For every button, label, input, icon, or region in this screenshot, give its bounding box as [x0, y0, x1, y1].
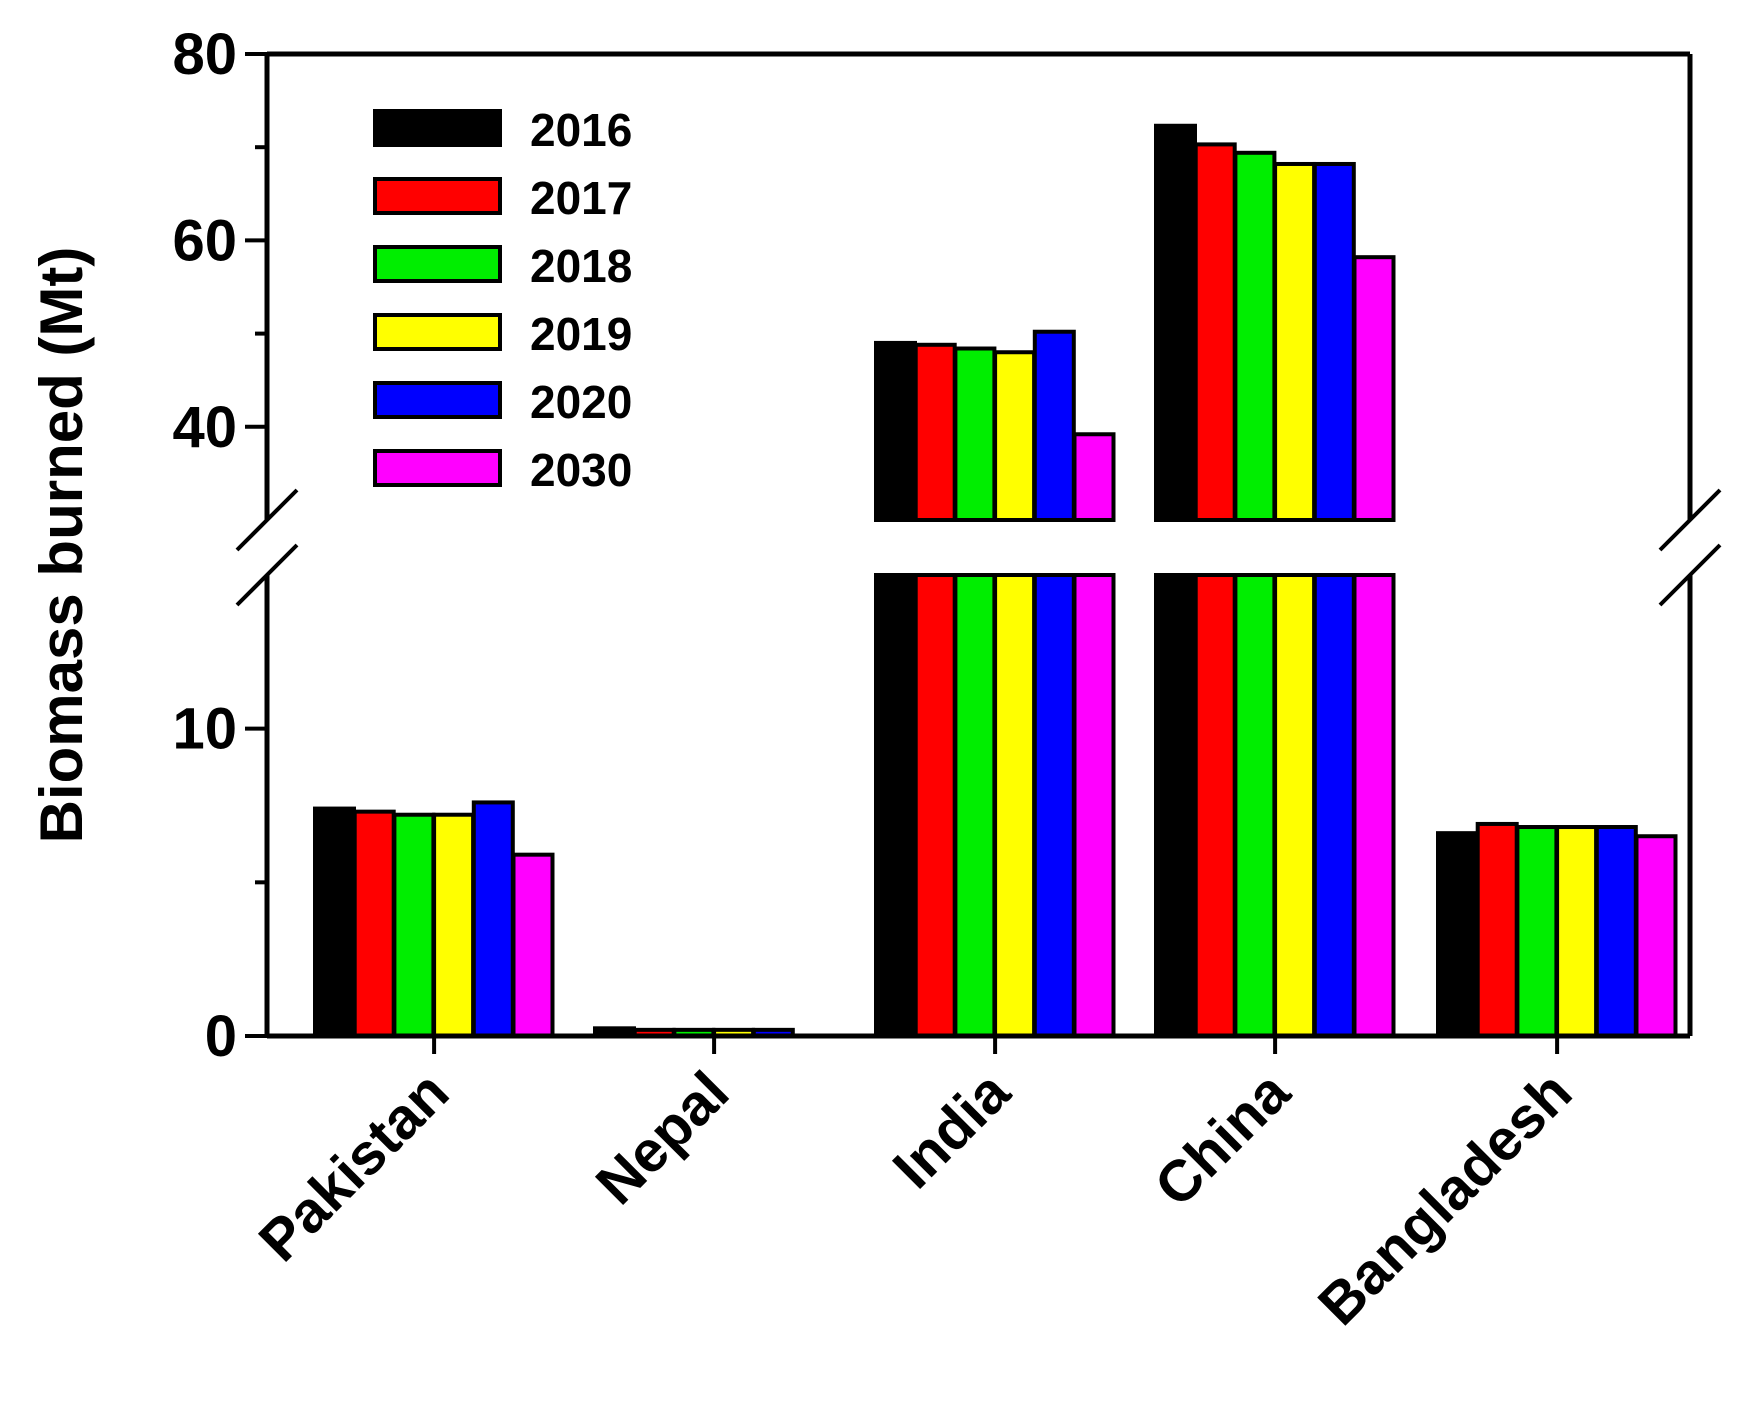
bar-china-2020-lower — [1312, 573, 1356, 1038]
axis-break-gap-fill — [237, 522, 1720, 573]
bar-china-2020 — [1312, 161, 1356, 1038]
bar-china-2019-upper — [1273, 161, 1317, 522]
bar-china-2018-upper — [1233, 150, 1277, 523]
break-mark-right-top — [1658, 488, 1722, 552]
y-tick-label-0: 0 — [205, 1004, 237, 1069]
bar-china-2018 — [1233, 150, 1277, 1038]
legend-label-2020: 2020 — [530, 376, 632, 428]
legend-swatch-2019 — [373, 313, 502, 351]
legend-label-2016: 2016 — [530, 104, 632, 156]
y-ticks: 0 10 40 60 80 — [172, 22, 267, 1069]
bar-china-2016-lower — [1154, 573, 1197, 1038]
legend-label-2019: 2019 — [530, 308, 632, 360]
axes — [235, 51, 1722, 1039]
bar-india-2018-lower — [953, 573, 997, 1038]
bar-china-2017 — [1193, 142, 1237, 1038]
bar-india-2018-upper — [953, 346, 997, 522]
bar-india-2019-lower — [993, 573, 1037, 1038]
y-tick-label-40: 40 — [172, 395, 237, 460]
y-tick-label-60: 60 — [172, 208, 237, 273]
bar-india-2020-upper — [1032, 329, 1076, 522]
bar-india-2017 — [913, 342, 957, 1038]
bar-india-2016 — [874, 340, 917, 1038]
bar-china-2030-upper — [1352, 255, 1396, 522]
bar-china-2016 — [1154, 123, 1197, 1038]
bar-india-2019 — [993, 350, 1037, 1038]
bar-china-2020-upper — [1312, 161, 1356, 522]
legend-label-2017: 2017 — [530, 172, 632, 224]
bar-india-2018 — [953, 346, 997, 1038]
x-tick-label-pakistan: Pakistan — [247, 1059, 462, 1274]
bar-bangladesh-2018 — [1515, 825, 1559, 1038]
legend-swatch-2017 — [373, 177, 502, 215]
y-axis-label: Biomass burned (Mt) — [28, 247, 95, 844]
legend-swatch-2030 — [373, 449, 502, 487]
break-mark-right-bottom — [1658, 543, 1722, 607]
x-tick-label-china: China — [1142, 1059, 1302, 1219]
legend-swatch-2016 — [373, 109, 502, 147]
legend-label-2018: 2018 — [530, 240, 632, 292]
bars — [313, 123, 1678, 1039]
x-tick-labels: Pakistan Nepal India China Bangladesh — [247, 1036, 1584, 1338]
bar-china-2017-lower — [1193, 573, 1237, 1038]
x-tick-label-nepal: Nepal — [584, 1059, 742, 1217]
bar-pakistan-2018 — [392, 812, 436, 1038]
bar-china-2019 — [1273, 161, 1317, 1038]
bar-india-2030-lower — [1072, 573, 1116, 1038]
bar-bangladesh-2016 — [1436, 831, 1479, 1038]
bar-china-2018-lower — [1233, 573, 1277, 1038]
bar-india-2016-lower — [874, 573, 917, 1038]
bar-pakistan-2019 — [432, 812, 476, 1038]
legend-swatch-2018 — [373, 245, 502, 283]
bar-india-2019-upper — [993, 350, 1037, 522]
bar-china-2016-upper — [1154, 123, 1197, 522]
bar-bangladesh-2030 — [1634, 834, 1678, 1038]
legend-label-2030: 2030 — [530, 444, 632, 496]
x-tick-label-bangladesh: Bangladesh — [1306, 1059, 1584, 1337]
bar-pakistan-2017 — [352, 809, 396, 1038]
bar-india-2017-lower — [913, 573, 957, 1038]
axis-break-gap — [237, 522, 1720, 573]
bar-pakistan-2016 — [313, 806, 356, 1038]
y-tick-label-10: 10 — [172, 697, 237, 762]
bar-bangladesh-2017 — [1475, 821, 1519, 1038]
x-tick-label-india: India — [881, 1059, 1023, 1201]
bar-china-2019-lower — [1273, 573, 1317, 1038]
break-mark-left-bottom — [235, 543, 299, 607]
bar-pakistan-2020 — [471, 800, 515, 1039]
bar-india-2017-upper — [913, 342, 957, 522]
bar-china-2030-lower — [1352, 573, 1396, 1038]
bar-china-2017-upper — [1193, 142, 1237, 523]
bar-bangladesh-2020 — [1594, 825, 1638, 1038]
legend: 2016 2017 2018 2019 2020 2030 — [373, 104, 632, 496]
bar-india-2020 — [1032, 329, 1076, 1038]
bar-china-2030 — [1352, 255, 1396, 1038]
break-mark-left-top — [235, 488, 299, 552]
y-tick-label-80: 80 — [172, 22, 237, 87]
bar-pakistan-2030 — [511, 852, 555, 1038]
bar-india-2030-upper — [1072, 432, 1116, 523]
bar-india-2030 — [1072, 432, 1116, 1038]
bar-bangladesh-2019 — [1555, 825, 1599, 1038]
bar-india-2016-upper — [874, 340, 917, 523]
legend-swatch-2020 — [373, 381, 502, 419]
bar-india-2020-lower — [1032, 573, 1076, 1038]
